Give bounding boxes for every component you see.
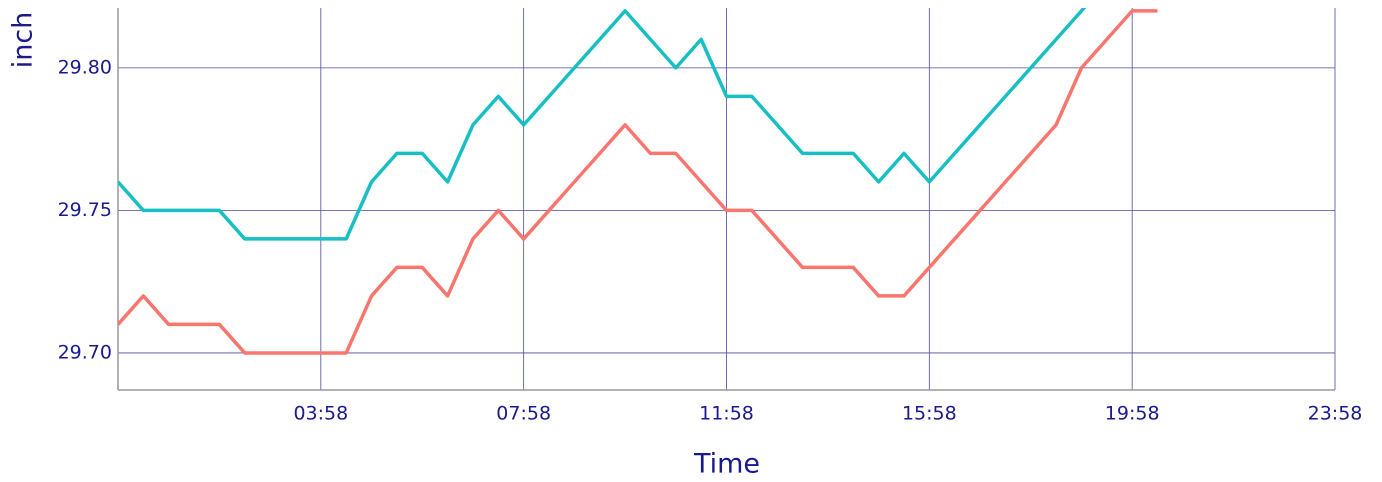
y-tick-label: 29.75 xyxy=(58,199,112,221)
series-line xyxy=(118,9,1158,355)
x-axis-label: Time xyxy=(693,449,760,480)
x-tick-label: 07:58 xyxy=(496,403,551,425)
y-tick-label: 29.70 xyxy=(58,341,112,363)
series-line xyxy=(118,8,1087,241)
y-axis-label: inch xyxy=(8,12,39,69)
x-tick-label: 11:58 xyxy=(699,403,754,425)
y-tick-label: 29.80 xyxy=(58,56,112,78)
x-tick-label: 19:58 xyxy=(1105,403,1160,425)
x-tick-label: 03:58 xyxy=(293,403,348,425)
x-tick-label: 23:58 xyxy=(1308,403,1363,425)
x-tick-label: 15:58 xyxy=(902,403,957,425)
